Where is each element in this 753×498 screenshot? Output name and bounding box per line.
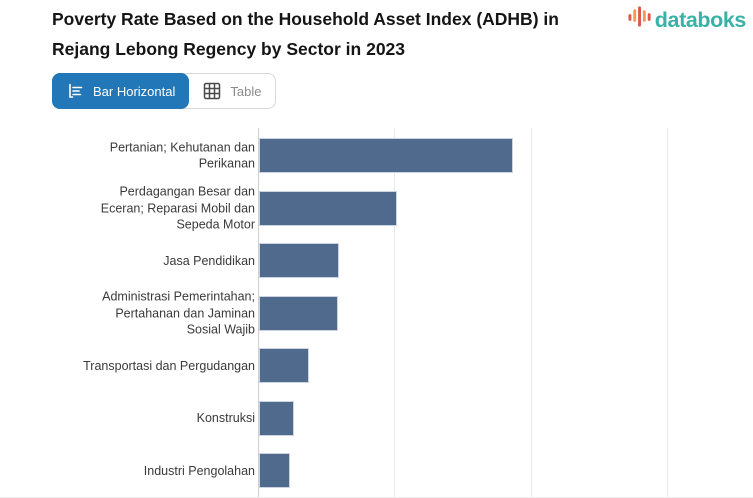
bar[interactable] [259, 295, 339, 331]
bar-horizontal-view-button[interactable]: Bar Horizontal [52, 73, 190, 109]
gridline-x-20 [530, 128, 532, 498]
category-label: Transportasi dan Pergudangan [83, 358, 255, 373]
category-label: Industri Pengolahan [143, 463, 255, 478]
table-label: Table [230, 83, 262, 99]
table-view-button[interactable]: Table [188, 74, 275, 108]
bar-horizontal-label: Bar Horizontal [93, 83, 176, 99]
databoks-logo-text: databoks [654, 7, 747, 32]
gridline-x-30 [667, 128, 669, 498]
databoks-logo-icon [628, 4, 653, 35]
bar-chart: Pertanian; Kehutanan dan Perikanan Perdag… [0, 128, 753, 498]
chart-title: Poverty Rate Based on the Household Asse… [52, 9, 559, 59]
category-label: Konstruksi [196, 410, 255, 425]
databoks-logo[interactable]: databoks [628, 4, 746, 35]
bar-horizontal-chart-icon [66, 82, 85, 101]
bar[interactable] [259, 138, 513, 173]
bar[interactable] [259, 400, 295, 436]
category-label: Perdagangan Besar dan Eceran; Reparasi M… [100, 184, 255, 232]
bar[interactable] [259, 453, 291, 488]
category-label: Administrasi Pemerintahan; Pertahanan da… [102, 289, 255, 337]
category-label: Pertanian; Kehutanan dan Perikanan [109, 140, 255, 171]
bar[interactable] [259, 348, 310, 383]
table-icon [202, 81, 222, 101]
category-label: Jasa Pendidikan [163, 253, 255, 268]
view-toggle: Bar Horizontal Table [52, 73, 277, 109]
bar[interactable] [259, 190, 397, 226]
bar[interactable] [259, 243, 340, 278]
gridline-x-10 [394, 128, 396, 498]
y-axis-line [258, 128, 259, 498]
